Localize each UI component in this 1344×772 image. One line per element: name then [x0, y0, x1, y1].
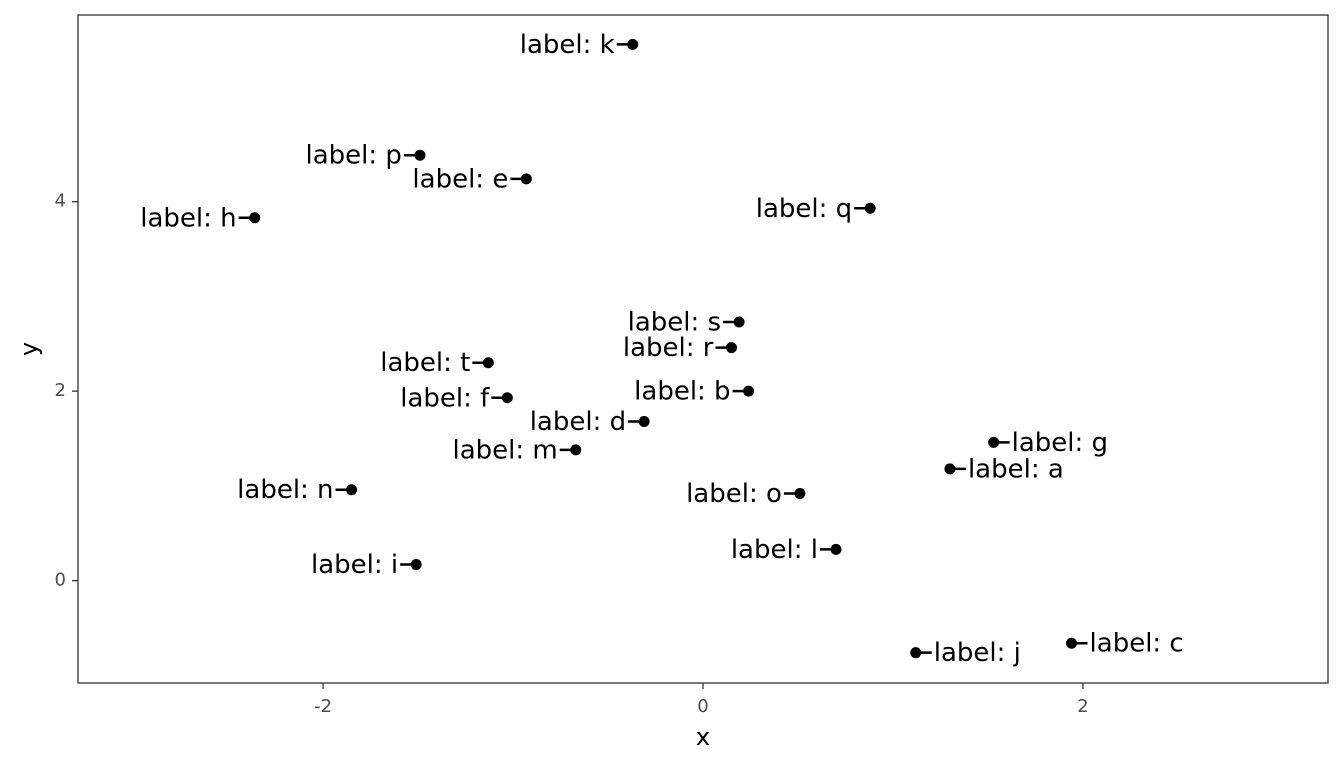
point-label: label: i: [311, 550, 398, 580]
point: [414, 149, 426, 161]
point-label: label: a: [968, 454, 1064, 484]
point-label: label: k: [520, 30, 615, 60]
point: [988, 436, 1000, 448]
point: [249, 212, 261, 224]
x-axis-title: x: [696, 723, 710, 751]
point-label: label: e: [412, 164, 508, 194]
point: [864, 202, 876, 214]
point-label: label: j: [934, 638, 1021, 668]
y-tick-label: 0: [55, 570, 66, 591]
plot-panel: [77, 14, 1329, 684]
point-label: label: o: [686, 479, 782, 509]
point: [910, 647, 922, 659]
x-tick-label: 2: [1077, 696, 1088, 717]
y-axis-title: y: [15, 342, 43, 356]
point: [725, 342, 737, 354]
point: [482, 357, 494, 369]
point-label: label: h: [140, 203, 236, 233]
point-label: label: b: [634, 377, 730, 407]
point-label: label: t: [380, 348, 470, 378]
point: [830, 543, 842, 555]
point: [743, 385, 755, 397]
point-label: label: p: [306, 141, 402, 171]
point: [638, 415, 650, 427]
y-tick-label: 4: [55, 191, 66, 212]
point-label: label: m: [452, 435, 557, 465]
point: [627, 38, 639, 50]
point: [570, 444, 582, 456]
point: [1066, 637, 1078, 649]
point-label: label: d: [530, 407, 626, 437]
point: [346, 484, 358, 496]
point-label: label: q: [756, 194, 852, 224]
point-label: label: l: [731, 535, 818, 565]
x-tick-label: -2: [314, 696, 332, 717]
point: [733, 316, 745, 328]
point-label: label: n: [237, 475, 333, 505]
point: [520, 173, 532, 185]
point-label: label: g: [1012, 428, 1108, 458]
point-label: label: c: [1090, 629, 1184, 659]
point: [794, 487, 806, 499]
point-label: label: s: [628, 307, 721, 337]
x-tick-label: 0: [697, 696, 708, 717]
point-label: label: r: [623, 333, 714, 363]
point-label: label: f: [400, 383, 490, 413]
point: [501, 392, 513, 404]
y-tick-label: 2: [55, 380, 66, 401]
point: [410, 559, 422, 571]
point: [944, 463, 956, 475]
